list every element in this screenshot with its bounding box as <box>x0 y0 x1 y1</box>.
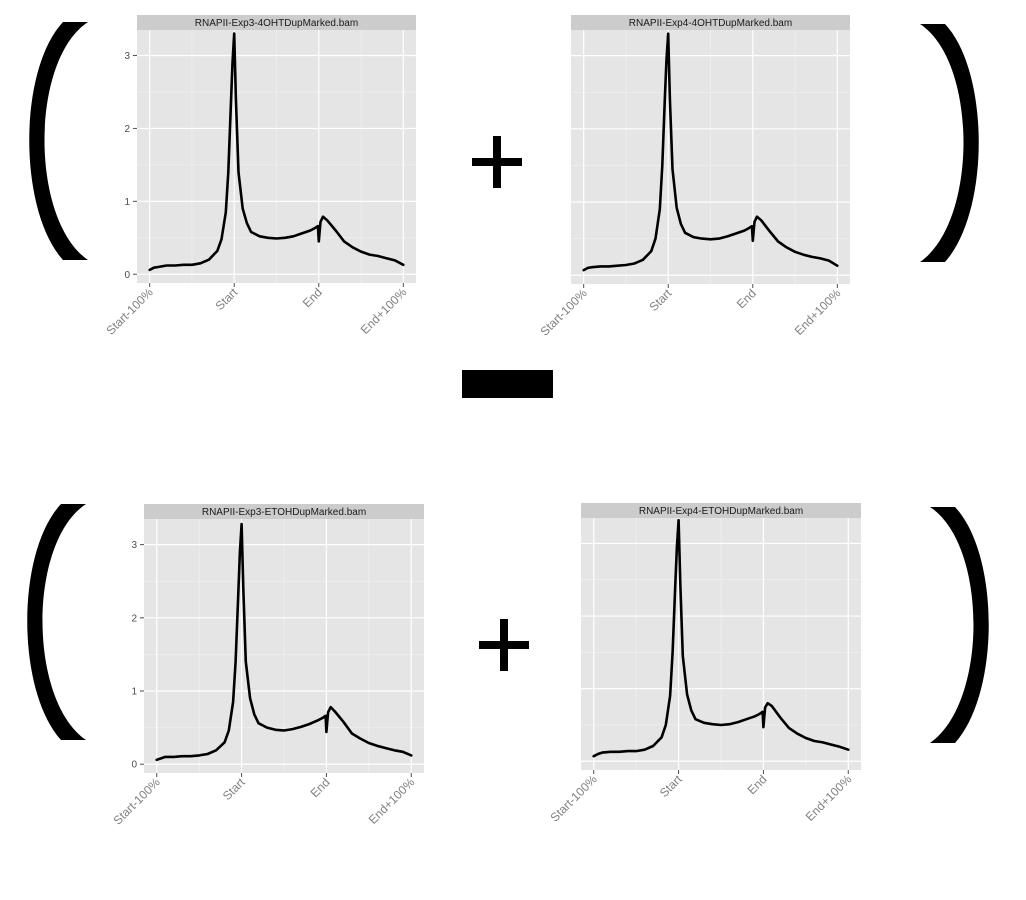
series-line <box>592 518 850 758</box>
facet-strip <box>581 503 861 518</box>
facet-panel-exp3-etoh: RNAPII-Exp3-ETOHDupMarked.bam 0 1 2 3 Start-1… <box>107 501 467 851</box>
facet-label: RNAPII-Exp3-ETOHDupMarked.bam <box>202 507 366 518</box>
x-tick-label: Start-100% <box>548 772 601 825</box>
y-tick-label: 3 <box>131 540 137 551</box>
chart-exp4-etoh: RNAPII-Exp4-ETOHDupMarked.bam Start-100% S… <box>548 503 861 825</box>
x-tick-label: Start <box>220 775 248 803</box>
y-tick-label: 3 <box>124 51 130 62</box>
x-tick-label: Start <box>213 285 241 313</box>
y-tick-label: 0 <box>124 270 130 281</box>
facet-label: RNAPII-Exp4-4OHTDupMarked.bam <box>629 18 792 29</box>
facet-panel-exp3-4oht: RNAPII-Exp3-4OHTDupMarked.bam 0 1 2 3 Start-1… <box>100 12 460 357</box>
y-tick-label: 2 <box>131 613 137 624</box>
right-parenthesis-bottom <box>930 507 989 743</box>
left-parenthesis-top <box>29 22 88 260</box>
y-tick-label: 1 <box>124 197 130 208</box>
x-tick-label: Start-100% <box>111 775 164 828</box>
facet-strip <box>571 15 850 30</box>
y-tick-label: 1 <box>131 687 137 698</box>
facet-strip <box>144 504 424 519</box>
x-tick-label: End+100% <box>366 775 418 827</box>
x-tick-label: Start <box>647 286 675 314</box>
x-tick-label: End <box>745 772 770 797</box>
left-parenthesis-bottom <box>27 504 86 740</box>
x-tick-label: Start <box>657 772 685 800</box>
series-line <box>155 522 413 762</box>
facet-strip <box>137 15 416 30</box>
facet-panel-exp4-4oht: RNAPII-Exp4-4OHTDupMarked.bam Start-100% S… <box>535 11 895 356</box>
y-tick-label: 2 <box>124 124 130 135</box>
x-tick-label: End <box>300 285 325 310</box>
facet-panel-exp4-etoh: RNAPII-Exp4-ETOHDupMarked.bam Start-100% S… <box>545 499 905 849</box>
facet-label: RNAPII-Exp4-ETOHDupMarked.bam <box>639 506 803 517</box>
x-tick-label: Start-100% <box>103 285 156 338</box>
series-line <box>148 32 405 272</box>
series-line <box>582 32 839 272</box>
plus-sign-top <box>472 136 522 188</box>
x-tick-label: End+100% <box>803 772 855 824</box>
plus-sign-bottom <box>479 619 529 671</box>
y-tick-label: 0 <box>131 760 137 771</box>
x-tick-label: End <box>734 286 759 311</box>
x-tick-label: End+100% <box>792 286 844 338</box>
chart-exp4-4oht: RNAPII-Exp4-4OHTDupMarked.bam Start-100% S… <box>537 15 850 339</box>
facet-label: RNAPII-Exp3-4OHTDupMarked.bam <box>195 18 358 29</box>
chart-exp3-4oht: RNAPII-Exp3-4OHTDupMarked.bam 0 1 2 3 Start-1… <box>103 15 416 338</box>
minus-sign <box>462 370 553 398</box>
x-tick-label: End <box>308 775 333 800</box>
right-parenthesis-top <box>920 24 979 262</box>
chart-exp3-etoh: RNAPII-Exp3-ETOHDupMarked.bam 0 1 2 3 Start-1… <box>111 504 424 828</box>
x-tick-label: Start-100% <box>537 286 590 339</box>
x-tick-label: End+100% <box>358 285 410 337</box>
